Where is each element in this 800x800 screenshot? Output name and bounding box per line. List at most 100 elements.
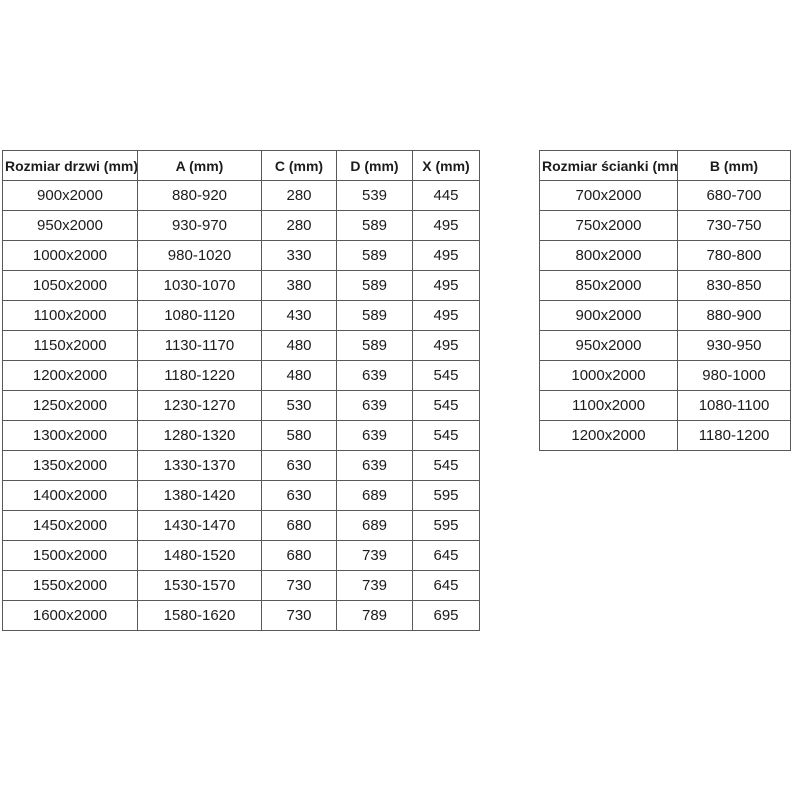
wall-sizes-table-head: Rozmiar ścianki (mm) B (mm) [539,150,791,181]
table-cell: 930-950 [677,330,791,361]
table-cell: 1130-1170 [137,330,262,361]
table-cell: 1250x2000 [2,390,138,421]
table-cell: 495 [412,210,480,241]
table-cell: 1080-1120 [137,300,262,331]
table-row: 850x2000 830-850 [539,270,791,301]
table-cell: 880-900 [677,300,791,331]
table-cell: 545 [412,390,480,421]
table-cell: 639 [336,450,413,481]
table-cell: 580 [261,420,337,451]
table-cell: 1530-1570 [137,570,262,601]
table-row: 1100x2000 1080-1100 [539,390,791,421]
table-row: 1550x2000 1530-1570 730 739 645 [2,570,480,601]
table-cell: 730-750 [677,210,791,241]
table-row: 1100x2000 1080-1120 430 589 495 [2,300,480,331]
table-cell: 645 [412,540,480,571]
table-cell: 830-850 [677,270,791,301]
table-cell: 495 [412,270,480,301]
table-row: 1150x2000 1130-1170 480 589 495 [2,330,480,361]
table-cell: 589 [336,330,413,361]
table-cell: 630 [261,480,337,511]
table-cell: 739 [336,540,413,571]
table-cell: 480 [261,360,337,391]
column-header: C (mm) [261,150,337,181]
table-cell: 1300x2000 [2,420,138,451]
table-cell: 1580-1620 [137,600,262,631]
table-cell: 639 [336,420,413,451]
table-cell: 1200x2000 [539,420,678,451]
table-cell: 730 [261,570,337,601]
wall-sizes-table-body: 700x2000 680-700 750x2000 730-750 800x2000 78… [539,180,791,451]
table-cell: 780-800 [677,240,791,271]
table-cell: 789 [336,600,413,631]
table-cell: 645 [412,570,480,601]
wall-sizes-table: Rozmiar ścianki (mm) B (mm) 700x2000 680-7… [539,150,791,451]
table-cell: 750x2000 [539,210,678,241]
table-cell: 1350x2000 [2,450,138,481]
table-cell: 1450x2000 [2,510,138,541]
door-sizes-table-head: Rozmiar drzwi (mm) A (mm) C (mm) D (mm) X (m… [2,150,480,181]
table-cell: 800x2000 [539,240,678,271]
table-row: 750x2000 730-750 [539,210,791,241]
table-cell: 545 [412,450,480,481]
table-row: 1000x2000 980-1020 330 589 495 [2,240,480,271]
table-cell: 589 [336,210,413,241]
table-row: 800x2000 780-800 [539,240,791,271]
door-sizes-table-body: 900x2000 880-920 280 539 445 950x2000 930-970 2… [2,180,480,631]
table-row: 900x2000 880-900 [539,300,791,331]
table-cell: 1480-1520 [137,540,262,571]
column-header: Rozmiar ścianki (mm) [539,150,678,181]
table-row: 900x2000 880-920 280 539 445 [2,180,480,211]
column-header: D (mm) [336,150,413,181]
table-cell: 695 [412,600,480,631]
table-cell: 1330-1370 [137,450,262,481]
column-header: Rozmiar drzwi (mm) [2,150,138,181]
table-cell: 545 [412,420,480,451]
table-cell: 689 [336,510,413,541]
table-cell: 1100x2000 [2,300,138,331]
table-cell: 1280-1320 [137,420,262,451]
table-cell: 630 [261,450,337,481]
table-row: 1050x2000 1030-1070 380 589 495 [2,270,480,301]
table-row: 700x2000 680-700 [539,180,791,211]
table-cell: 1400x2000 [2,480,138,511]
table-cell: 1600x2000 [2,600,138,631]
table-cell: 545 [412,360,480,391]
table-cell: 480 [261,330,337,361]
table-cell: 595 [412,480,480,511]
table-cell: 639 [336,390,413,421]
table-cell: 1150x2000 [2,330,138,361]
table-cell: 1100x2000 [539,390,678,421]
table-cell: 1230-1270 [137,390,262,421]
table-row: 950x2000 930-950 [539,330,791,361]
table-row: 1000x2000 980-1000 [539,360,791,391]
table-cell: 589 [336,270,413,301]
table-cell: 980-1000 [677,360,791,391]
table-cell: 1050x2000 [2,270,138,301]
table-cell: 280 [261,210,337,241]
table-row: 1600x2000 1580-1620 730 789 695 [2,600,480,631]
table-cell: 930-970 [137,210,262,241]
table-cell: 900x2000 [2,180,138,211]
table-cell: 1430-1470 [137,510,262,541]
table-cell: 589 [336,240,413,271]
table-row: 1300x2000 1280-1320 580 639 545 [2,420,480,451]
table-row: 1200x2000 1180-1200 [539,420,791,451]
table-row: 1500x2000 1480-1520 680 739 645 [2,540,480,571]
table-cell: 495 [412,240,480,271]
table-row: 950x2000 930-970 280 589 495 [2,210,480,241]
table-cell: 495 [412,300,480,331]
table-cell: 739 [336,570,413,601]
table-cell: 1000x2000 [539,360,678,391]
table-cell: 1550x2000 [2,570,138,601]
table-cell: 730 [261,600,337,631]
table-cell: 639 [336,360,413,391]
column-header: X (mm) [412,150,480,181]
table-row: 1250x2000 1230-1270 530 639 545 [2,390,480,421]
table-cell: 1380-1420 [137,480,262,511]
table-cell: 700x2000 [539,180,678,211]
table-cell: 380 [261,270,337,301]
table-cell: 1030-1070 [137,270,262,301]
table-cell: 980-1020 [137,240,262,271]
